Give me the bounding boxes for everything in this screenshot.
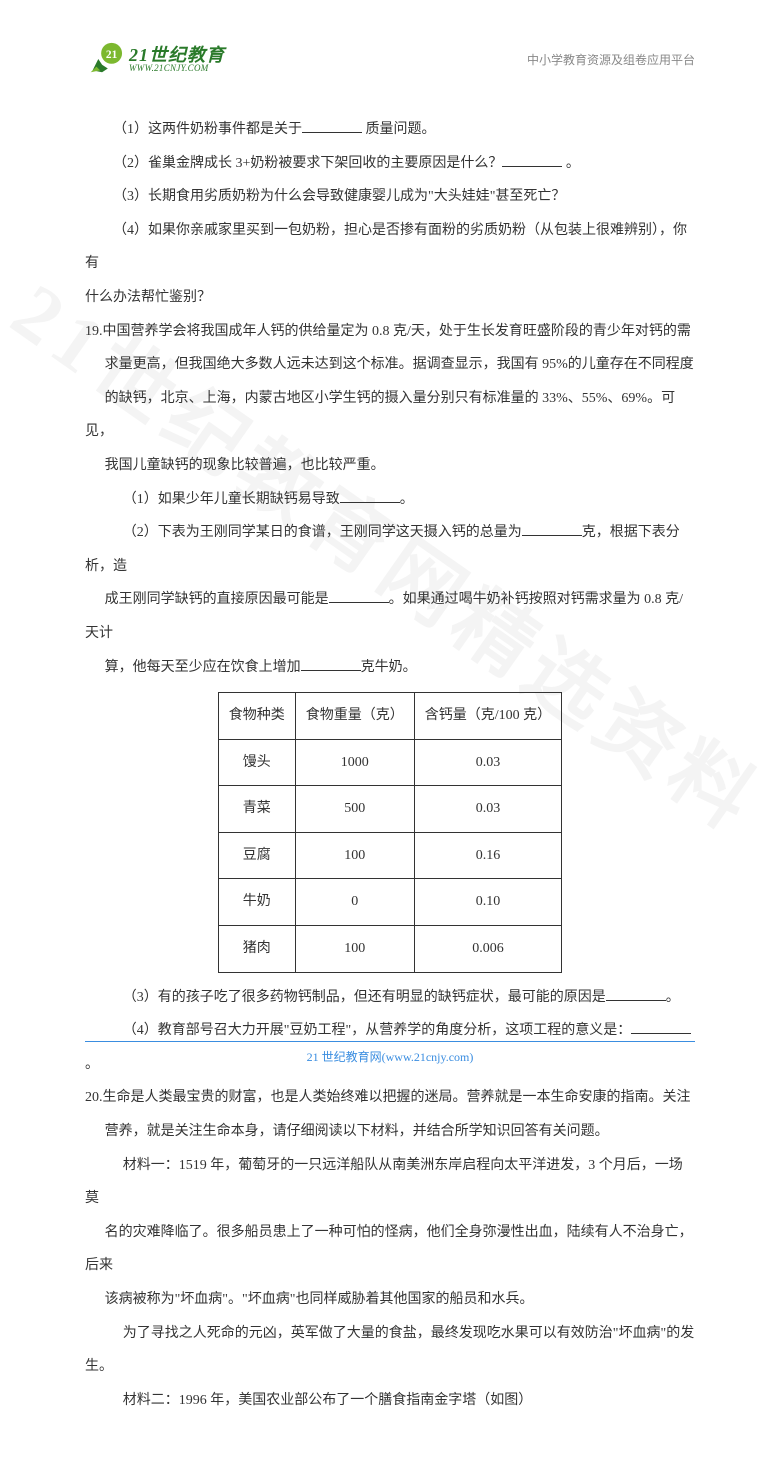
blank <box>301 657 361 671</box>
text: （1）如果少年儿童长期缺钙易导致 <box>123 492 340 507</box>
q20-l6: 为了寻找之人死命的元凶，英军做了大量的食盐，最终发现吃水果可以有效防治"坏血病"… <box>85 1317 695 1384</box>
th: 食物重量（克） <box>295 693 414 740</box>
logo-cn: 21世纪教育 <box>129 46 225 64</box>
page-header: 21 21世纪教育 WWW.21CNJY.COM 中小学教育资源及组卷应用平台 <box>85 40 695 78</box>
q19-2e: 算，他每天至少应在饮食上增加 克牛奶。 <box>85 651 695 685</box>
th: 含钙量（克/100 克） <box>414 693 561 740</box>
td: 0.03 <box>414 786 561 833</box>
logo-icon: 21 <box>85 40 123 78</box>
text: 。 <box>85 1057 99 1072</box>
text: 算，他每天至少应在饮食上增加 <box>105 660 301 675</box>
q19-4: （4）教育部号召大力开展"豆奶工程"，从营养学的角度分析，这项工程的意义是： 。 <box>85 1014 695 1081</box>
blank <box>302 119 362 133</box>
text: （2）下表为王刚同学某日的食谱，王刚同学这天摄入钙的总量为 <box>123 525 522 540</box>
table-row: 牛奶00.10 <box>218 879 561 926</box>
q20-l2: 营养，就是关注生命本身，请仔细阅读以下材料，并结合所学知识回答有关问题。 <box>85 1115 695 1149</box>
q19-2a: （2）下表为王刚同学某日的食谱，王刚同学这天摄入钙的总量为克，根据下表分析，造 <box>85 516 695 583</box>
td: 0.10 <box>414 879 561 926</box>
td: 0.006 <box>414 926 561 973</box>
td: 100 <box>295 926 414 973</box>
food-table: 食物种类 食物重量（克） 含钙量（克/100 克） 馒头10000.03 青菜5… <box>218 692 562 973</box>
q20-l4: 名的灾难降临了。很多船员患上了一种可怕的怪病，他们全身弥漫性出血，陆续有人不治身… <box>85 1216 695 1283</box>
logo-text: 21世纪教育 WWW.21CNJY.COM <box>129 46 225 73</box>
svg-text:21: 21 <box>106 49 118 61</box>
q19-1: （1）如果少年儿童长期缺钙易导致 。 <box>85 483 695 517</box>
text: （2）雀巢金牌成长 3+奶粉被要求下架回收的主要原因是什么？ <box>113 156 502 171</box>
q20-l1: 20.生命是人类最宝贵的财富，也是人类始终难以把握的迷局。营养就是一本生命安康的… <box>85 1081 695 1115</box>
q20-l7: 材料二：1996 年，美国农业部公布了一个膳食指南金字塔（如图） <box>85 1384 695 1418</box>
text: （4）教育部号召大力开展"豆奶工程"，从营养学的角度分析，这项工程的意义是： <box>123 1023 631 1038</box>
content: （1）这两件奶粉事件都是关于 质量问题。 （2）雀巢金牌成长 3+奶粉被要求下架… <box>85 113 695 1417</box>
th: 食物种类 <box>218 693 295 740</box>
q19-3: （3）有的孩子吃了很多药物钙制品，但还有明显的缺钙症状，最可能的原因是 。 <box>85 981 695 1015</box>
q20-l5: 该病被称为"坏血病"。"坏血病"也同样威胁着其他国家的船员和水兵。 <box>85 1283 695 1317</box>
text: （1）这两件奶粉事件都是关于 <box>113 122 302 137</box>
q18-4a: （4）如果你亲戚家里买到一包奶粉，担心是否掺有面粉的劣质奶粉（从包装上很难辨别）… <box>85 214 695 281</box>
text: 。 <box>666 990 680 1005</box>
page-container: 21 21世纪教育 WWW.21CNJY.COM 中小学教育资源及组卷应用平台 … <box>0 0 780 1467</box>
q18-4b: 什么办法帮忙鉴别？ <box>85 281 695 315</box>
blank <box>522 522 582 536</box>
td: 1000 <box>295 739 414 786</box>
td: 0.16 <box>414 832 561 879</box>
td: 500 <box>295 786 414 833</box>
td: 0 <box>295 879 414 926</box>
td: 猪肉 <box>218 926 295 973</box>
table-header-row: 食物种类 食物重量（克） 含钙量（克/100 克） <box>218 693 561 740</box>
table-row: 馒头10000.03 <box>218 739 561 786</box>
q20-l3: 材料一：1519 年，葡萄牙的一只远洋船队从南美洲东岸启程向太平洋进发，3 个月… <box>85 1149 695 1216</box>
q19-intro1: 19.中国营养学会将我国成年人钙的供给量定为 0.8 克/天，处于生长发育旺盛阶… <box>85 315 695 349</box>
text: 成王刚同学缺钙的直接原因最可能是 <box>105 592 329 607</box>
blank <box>502 153 562 167</box>
logo: 21 21世纪教育 WWW.21CNJY.COM <box>85 40 225 78</box>
td: 青菜 <box>218 786 295 833</box>
td: 0.03 <box>414 739 561 786</box>
logo-en: WWW.21CNJY.COM <box>129 64 225 73</box>
q19-intro4: 我国儿童缺钙的现象比较普遍，也比较严重。 <box>85 449 695 483</box>
q19-intro2: 求量更高，但我国绝大多数人远未达到这个标准。据调查显示，我国有 95%的儿童存在… <box>85 348 695 382</box>
q18-2: （2）雀巢金牌成长 3+奶粉被要求下架回收的主要原因是什么？ 。 <box>85 147 695 181</box>
blank <box>606 987 666 1001</box>
table-row: 豆腐1000.16 <box>218 832 561 879</box>
blank <box>631 1020 691 1034</box>
text: 。 <box>400 492 414 507</box>
text: 质量问题。 <box>362 122 436 137</box>
table-row: 青菜5000.03 <box>218 786 561 833</box>
text: 。 <box>562 156 580 171</box>
td: 100 <box>295 832 414 879</box>
q19-2c: 成王刚同学缺钙的直接原因最可能是。如果通过喝牛奶补钙按照对钙需求量为 0.8 克… <box>85 583 695 650</box>
text: 克牛奶。 <box>361 660 417 675</box>
blank <box>329 589 389 603</box>
q18-3: （3）长期食用劣质奶粉为什么会导致健康婴儿成为"大头娃娃"甚至死亡？ <box>85 180 695 214</box>
td: 馒头 <box>218 739 295 786</box>
table-row: 猪肉1000.006 <box>218 926 561 973</box>
q18-1: （1）这两件奶粉事件都是关于 质量问题。 <box>85 113 695 147</box>
blank <box>340 489 400 503</box>
q19-intro3: 的缺钙，北京、上海，内蒙古地区小学生钙的摄入量分别只有标准量的 33%、55%、… <box>85 382 695 449</box>
td: 牛奶 <box>218 879 295 926</box>
header-subtitle: 中小学教育资源及组卷应用平台 <box>527 51 695 68</box>
text: （3）有的孩子吃了很多药物钙制品，但还有明显的缺钙症状，最可能的原因是 <box>123 990 606 1005</box>
td: 豆腐 <box>218 832 295 879</box>
